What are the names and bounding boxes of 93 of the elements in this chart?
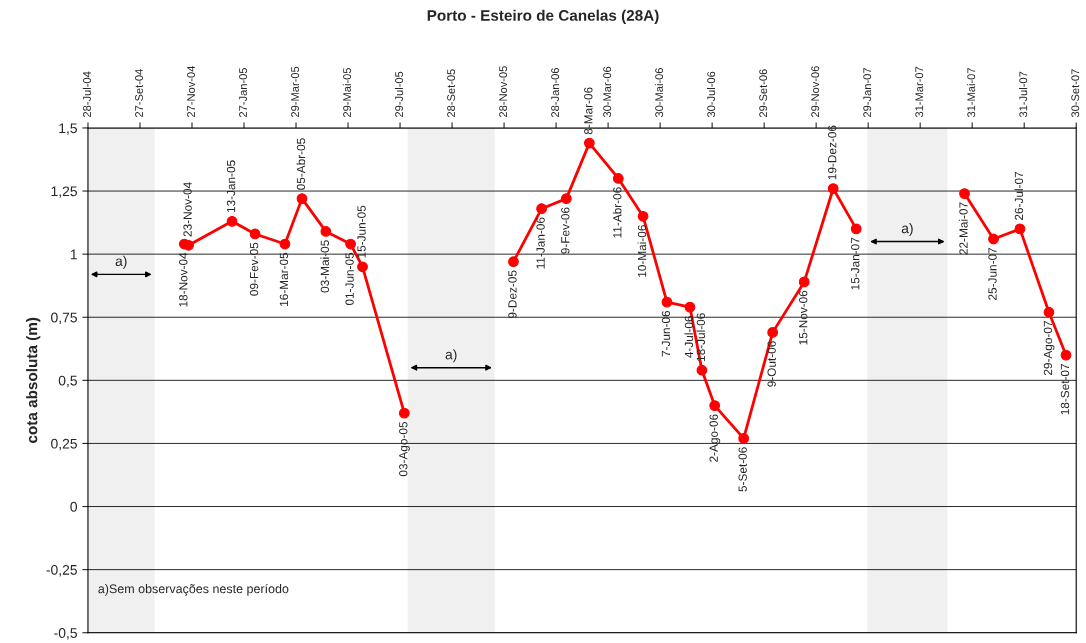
- annotation: 18-Jul-06: [696, 313, 706, 362]
- annotation: 23-Nov-04: [183, 182, 192, 237]
- x-tick-label: 28-Jan-06: [551, 68, 560, 117]
- x-tick-label: 30-Set-07: [1071, 69, 1080, 118]
- x-tick-label: 28-Set-05: [447, 69, 456, 117]
- x-tick-label: 30-Jul-06: [706, 71, 716, 118]
- annotation: 15-Nov-06: [799, 290, 808, 345]
- x-tick-label: 31-Mai-07: [967, 68, 976, 118]
- x-tick-label: 30-Mar-06: [603, 66, 612, 118]
- point: [279, 238, 291, 250]
- y-tick-label: 0,75: [51, 312, 77, 325]
- y-tick-label: 1,5: [59, 123, 77, 135]
- annotation: 01-Jun-05: [345, 252, 354, 306]
- point: [226, 215, 238, 227]
- x-tick-label: 29-Mar-05: [291, 66, 299, 117]
- point: [357, 261, 368, 273]
- x-tick-label: 30-Mai-06: [654, 68, 664, 118]
- x-tick-label: 31-Jul-07: [1019, 71, 1028, 118]
- x-tick-label: 29-Set-06: [759, 69, 768, 117]
- annotation: 18-Nov-04: [179, 252, 188, 307]
- point: [696, 364, 708, 376]
- point: [560, 193, 572, 204]
- annotation: a)Sem observações neste período: [98, 583, 289, 596]
- annotation: 16-Mar-05: [279, 252, 289, 306]
- annotation: 4-Jul-06: [684, 315, 694, 358]
- annotation: 2-Ago-06: [709, 414, 721, 462]
- y-tick-label: 1,25: [51, 186, 77, 198]
- point: [612, 173, 624, 184]
- annotation: 19-Dez-06: [828, 125, 837, 180]
- x-tick-label: 29-Nov-06: [811, 66, 820, 117]
- annotation: 7-Jun-06: [661, 310, 671, 357]
- x-tick-label: 27-Jan-05: [239, 67, 247, 117]
- x-tick-label: 28-Jul-04: [82, 71, 91, 117]
- annotation: 9-Out-06: [767, 341, 776, 387]
- annotation: 13-Jan-05: [226, 160, 236, 213]
- point: [959, 188, 970, 199]
- band-label: a): [445, 349, 457, 363]
- point: [398, 407, 410, 419]
- point: [296, 193, 308, 204]
- point: [709, 400, 721, 411]
- annotation: 29-Ago-07: [1043, 321, 1055, 376]
- annotation: 25-Jun-07: [988, 247, 997, 300]
- point: [1014, 223, 1026, 235]
- point: [850, 223, 862, 235]
- point: [508, 256, 519, 268]
- annotation: 8-Mar-06: [584, 87, 593, 135]
- point: [637, 210, 649, 222]
- annotation: 15-Jun-05: [357, 205, 366, 258]
- band-label: a): [901, 223, 913, 236]
- annotation: 9-Dez-05: [508, 270, 517, 319]
- chart-title: Porto - Esteiro de Canelas (28A): [427, 9, 659, 24]
- x-tick-label: 27-Nov-04: [187, 65, 195, 117]
- x-tick-label: 28-Nov-05: [499, 66, 508, 117]
- y-tick-label: -0,25: [46, 564, 77, 577]
- annotation: 15-Jan-07: [851, 237, 860, 290]
- point: [583, 137, 595, 149]
- y-tick-label: -0,5: [54, 628, 77, 640]
- annotation: 11-Abr-06: [612, 187, 622, 238]
- point: [320, 226, 332, 237]
- point: [661, 296, 673, 308]
- annotation: 10-Mai-06: [637, 225, 647, 277]
- annotation: 22-Mai-07: [959, 202, 968, 255]
- y-tick-label: 0: [70, 501, 78, 512]
- annotation: 03-Ago-05: [399, 421, 410, 477]
- x-tick-label: 31-Mar-07: [915, 66, 924, 118]
- annotation: 18-Set-07: [1060, 364, 1070, 415]
- annotation: 03-Mai-05: [320, 240, 330, 293]
- x-tick-label: 29-Jul-05: [394, 71, 404, 117]
- y-tick-label: 0,5: [58, 375, 77, 388]
- point: [684, 301, 696, 313]
- x-tick-label: 29-Jan-07: [863, 68, 872, 117]
- band-label: a): [115, 255, 127, 269]
- x-tick-label: 27-Set-04: [135, 69, 143, 117]
- y-tick-label: 0,25: [51, 438, 77, 451]
- annotation: 09-Fev-05: [249, 242, 259, 296]
- annotation: 5-Set-06: [738, 447, 747, 492]
- annotation: 05-Abr-05: [296, 138, 306, 190]
- point: [827, 183, 839, 194]
- annotation: 11-Jan-06: [536, 217, 545, 269]
- point: [1043, 306, 1055, 318]
- point: [249, 228, 261, 240]
- point: [798, 276, 810, 288]
- point: [988, 233, 999, 245]
- point: [345, 238, 356, 250]
- x-tick-label: 29-Mai-05: [342, 67, 352, 117]
- y-tick-label: 1: [70, 249, 77, 260]
- y-axis-title: cota absoluta (m): [26, 317, 41, 443]
- point: [1060, 349, 1072, 361]
- point: [738, 433, 750, 444]
- point: [767, 327, 779, 338]
- point: [536, 203, 547, 215]
- annotation: 26-Jul-07: [1014, 171, 1024, 220]
- annotation: 9-Fev-06: [561, 207, 570, 254]
